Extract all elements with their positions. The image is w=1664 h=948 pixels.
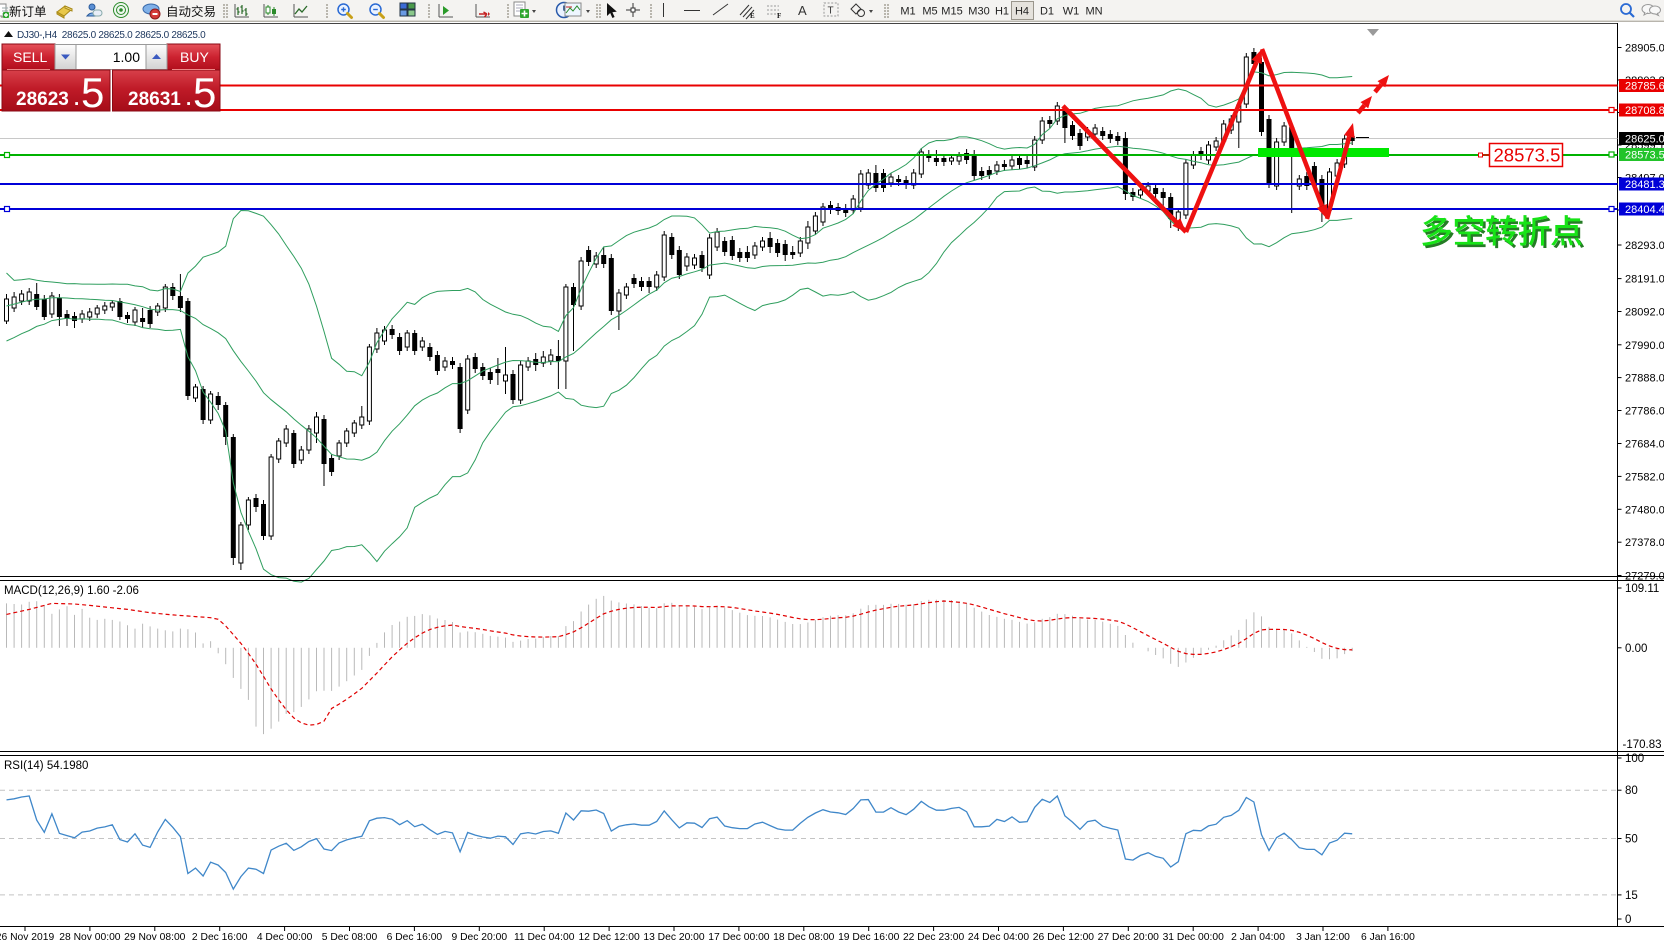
- svg-text:9 Dec 20:00: 9 Dec 20:00: [452, 932, 508, 943]
- svg-text:T: T: [828, 6, 834, 17]
- svg-text:13 Dec 20:00: 13 Dec 20:00: [643, 932, 705, 943]
- svg-text:DJ30-,H4 28625.0 28625.0 2862: DJ30-,H4 28625.0 28625.0 28625.0 28625.0: [17, 30, 206, 41]
- svg-text:19 Dec 16:00: 19 Dec 16:00: [838, 932, 900, 943]
- svg-text:17 Dec 00:00: 17 Dec 00:00: [708, 932, 770, 943]
- svg-text:28623: 28623: [16, 89, 69, 110]
- svg-text:15: 15: [1625, 890, 1638, 902]
- svg-text:12 Dec 12:00: 12 Dec 12:00: [578, 932, 640, 943]
- svg-text:27 Dec 20:00: 27 Dec 20:00: [1098, 932, 1160, 943]
- svg-text:22 Dec 23:00: 22 Dec 23:00: [903, 932, 965, 943]
- svg-text:5: 5: [193, 69, 216, 116]
- svg-text:5 Dec 08:00: 5 Dec 08:00: [322, 932, 378, 943]
- svg-text:28573.5: 28573.5: [1494, 145, 1561, 166]
- svg-text:28191.0: 28191.0: [1625, 274, 1664, 286]
- svg-text:26 Nov 2019: 26 Nov 2019: [0, 932, 54, 943]
- svg-text:2 Jan 04:00: 2 Jan 04:00: [1231, 932, 1285, 943]
- svg-text:5: 5: [81, 69, 104, 116]
- svg-text:0.00: 0.00: [1625, 643, 1647, 655]
- svg-text:.: .: [74, 89, 79, 110]
- svg-text:6 Jan 16:00: 6 Jan 16:00: [1361, 932, 1415, 943]
- svg-text:D1: D1: [1040, 6, 1054, 18]
- svg-text:28573.5: 28573.5: [1625, 150, 1664, 162]
- svg-text:M30: M30: [968, 6, 989, 18]
- svg-text:28625.0: 28625.0: [1625, 134, 1664, 146]
- svg-text:W1: W1: [1063, 6, 1080, 18]
- svg-text:50: 50: [1625, 834, 1638, 846]
- svg-text:100: 100: [1625, 753, 1644, 765]
- svg-text:27378.0: 27378.0: [1625, 537, 1664, 549]
- svg-text:24 Dec 04:00: 24 Dec 04:00: [968, 932, 1030, 943]
- svg-text:F: F: [777, 12, 781, 20]
- svg-text:28293.0: 28293.0: [1625, 240, 1664, 252]
- svg-text:27786.0: 27786.0: [1625, 406, 1664, 418]
- svg-text:6 Dec 16:00: 6 Dec 16:00: [387, 932, 443, 943]
- svg-text:28 Nov 00:00: 28 Nov 00:00: [59, 932, 121, 943]
- svg-text:26 Dec 12:00: 26 Dec 12:00: [1033, 932, 1095, 943]
- svg-text:H1: H1: [995, 6, 1009, 18]
- svg-text:M1: M1: [900, 6, 915, 18]
- svg-text:SELL: SELL: [13, 49, 47, 65]
- svg-text:28905.0: 28905.0: [1625, 43, 1664, 55]
- svg-text:RSI(14) 54.1980: RSI(14) 54.1980: [4, 760, 88, 772]
- svg-text:M15: M15: [941, 6, 962, 18]
- svg-text:28092.0: 28092.0: [1625, 307, 1664, 319]
- svg-text:M5: M5: [922, 6, 937, 18]
- svg-text:80: 80: [1625, 785, 1638, 797]
- svg-text:MACD(12,26,9) 1.60 -2.06: MACD(12,26,9) 1.60 -2.06: [4, 585, 139, 597]
- svg-text:3 Jan 12:00: 3 Jan 12:00: [1296, 932, 1350, 943]
- svg-text:E: E: [750, 12, 755, 20]
- svg-text:H4: H4: [1015, 6, 1029, 18]
- svg-text:27888.0: 27888.0: [1625, 373, 1664, 385]
- svg-text:1.00: 1.00: [113, 49, 140, 65]
- svg-text:18 Dec 08:00: 18 Dec 08:00: [773, 932, 835, 943]
- svg-text:28481.3: 28481.3: [1625, 179, 1664, 191]
- svg-text:4 Dec 00:00: 4 Dec 00:00: [257, 932, 313, 943]
- svg-text:27990.0: 27990.0: [1625, 340, 1664, 352]
- svg-text:0: 0: [1625, 914, 1631, 926]
- svg-text:28708.8: 28708.8: [1625, 105, 1664, 117]
- svg-text:28631: 28631: [128, 89, 181, 110]
- svg-text:27480.0: 27480.0: [1625, 504, 1664, 516]
- svg-text:29 Nov 08:00: 29 Nov 08:00: [124, 932, 186, 943]
- svg-text:11 Dec 04:00: 11 Dec 04:00: [514, 932, 575, 943]
- svg-text:A: A: [798, 3, 807, 18]
- svg-text:.: .: [186, 89, 191, 110]
- svg-text:27684.0: 27684.0: [1625, 439, 1664, 451]
- svg-text:BUY: BUY: [180, 49, 209, 65]
- svg-text:-170.83: -170.83: [1623, 739, 1662, 751]
- svg-text:28404.4: 28404.4: [1625, 204, 1664, 216]
- svg-text:109.11: 109.11: [1625, 583, 1659, 595]
- svg-text:27582.0: 27582.0: [1625, 471, 1664, 483]
- svg-text:MN: MN: [1085, 6, 1102, 18]
- svg-text:2 Dec 16:00: 2 Dec 16:00: [192, 932, 248, 943]
- svg-text:31 Dec 00:00: 31 Dec 00:00: [1163, 932, 1225, 943]
- svg-text:28785.6: 28785.6: [1625, 81, 1664, 93]
